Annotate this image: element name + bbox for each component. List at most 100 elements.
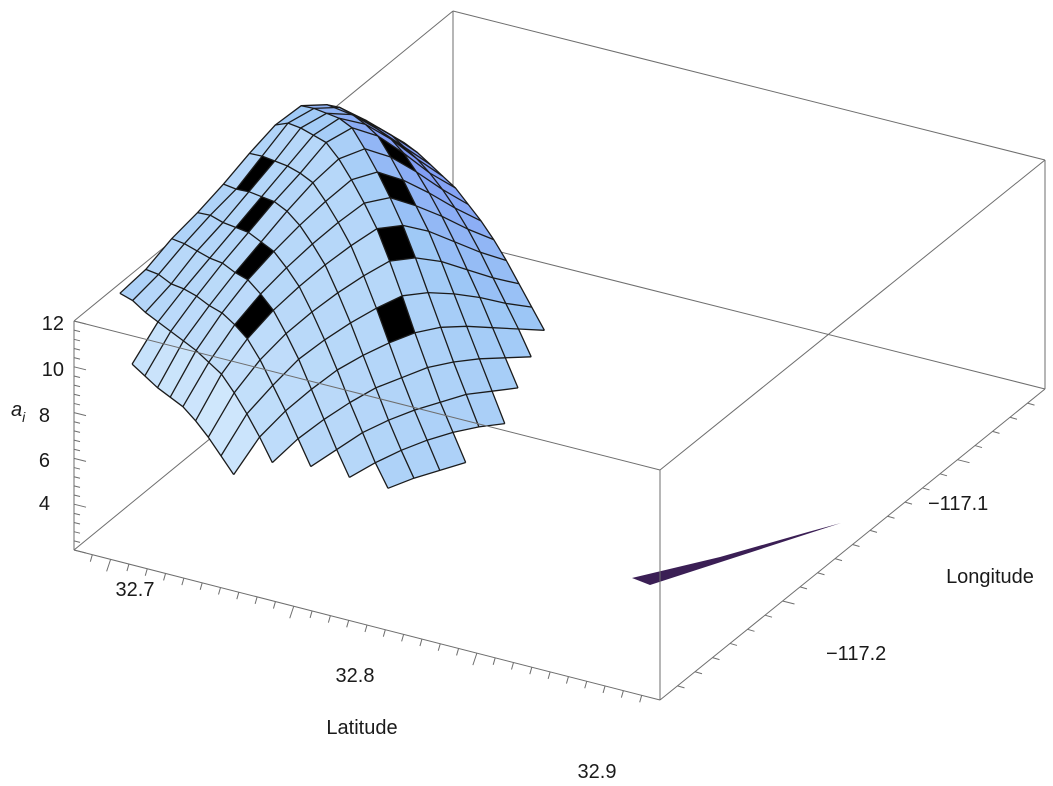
tick-mark xyxy=(456,648,460,656)
tick-mark xyxy=(1027,402,1035,406)
tick-mark xyxy=(327,615,331,623)
mesh-line xyxy=(131,363,235,475)
tick-mark xyxy=(782,600,795,605)
tick-mark xyxy=(236,592,240,600)
surface-patch xyxy=(236,156,275,192)
tick-mark xyxy=(639,695,643,703)
tick-mark xyxy=(126,563,130,572)
tick-mark xyxy=(869,529,878,533)
surface-patch xyxy=(234,294,274,339)
box-edge xyxy=(73,320,661,471)
tick-mark xyxy=(73,467,81,470)
tick-mark xyxy=(254,596,258,605)
tick-mark xyxy=(73,393,81,397)
y-axis-title: Longitude xyxy=(946,566,1034,588)
axis-ticks xyxy=(73,320,1035,703)
tick-mark xyxy=(73,485,81,488)
tick-mark xyxy=(764,614,773,618)
surface-mesh xyxy=(119,104,841,585)
tick-mark xyxy=(73,549,87,554)
tick-mark xyxy=(289,606,295,619)
tick-mark xyxy=(677,685,685,689)
mesh-line xyxy=(119,292,273,463)
tick-mark xyxy=(106,559,112,572)
tick-mark xyxy=(144,568,148,576)
tick-mark xyxy=(712,657,720,661)
mesh-line xyxy=(249,152,441,471)
mesh-line xyxy=(275,122,467,463)
tick-mark xyxy=(511,662,514,670)
box-edge xyxy=(659,159,1046,471)
mesh-line xyxy=(404,142,545,331)
z-axis-title: ai xyxy=(11,399,26,425)
tick-mark xyxy=(799,586,808,590)
tick-mark xyxy=(472,652,478,666)
z-tick-label: 4 xyxy=(39,493,50,515)
tick-mark xyxy=(922,487,930,491)
z-tick-label: 8 xyxy=(39,405,50,427)
tick-mark xyxy=(729,642,738,646)
x-axis-tick-labels: 32.7 32.8 32.9 xyxy=(116,579,617,783)
mesh-line xyxy=(387,461,466,489)
tick-mark xyxy=(1009,416,1018,420)
tick-mark xyxy=(73,522,81,525)
z-axis-title-main: a xyxy=(11,399,22,421)
surface-patch xyxy=(376,295,415,343)
z-tick-label: 6 xyxy=(39,450,50,472)
x-tick-label: 32.8 xyxy=(336,665,375,687)
z-axis-title-subscript: i xyxy=(22,409,26,425)
mesh-line xyxy=(223,183,415,479)
tick-mark xyxy=(904,501,913,505)
tick-mark xyxy=(73,457,87,462)
tick-mark xyxy=(529,667,533,675)
tick-mark xyxy=(73,338,81,342)
z-tick-label: 10 xyxy=(42,359,64,381)
tick-mark xyxy=(382,629,386,637)
tick-mark xyxy=(73,329,81,333)
surface-patch xyxy=(235,196,275,233)
tick-mark xyxy=(584,681,588,689)
mesh-line xyxy=(145,268,312,467)
x-tick-label: 32.9 xyxy=(578,761,617,783)
tick-mark xyxy=(73,320,87,325)
tick-mark xyxy=(309,610,313,619)
tick-mark xyxy=(73,347,81,351)
y-tick-label: −117.2 xyxy=(826,643,886,665)
tick-mark xyxy=(73,402,81,406)
tick-mark xyxy=(887,515,895,519)
tick-mark xyxy=(73,421,81,424)
surface-patch xyxy=(235,241,274,280)
tick-mark xyxy=(992,430,1000,434)
tick-mark xyxy=(547,671,551,680)
box-edge xyxy=(452,10,1046,161)
tick-mark xyxy=(163,573,167,581)
x-tick-label: 32.7 xyxy=(116,579,155,601)
tick-mark xyxy=(437,643,441,651)
tick-mark xyxy=(620,690,624,698)
tick-mark xyxy=(73,503,87,508)
tick-mark xyxy=(73,366,87,371)
tick-mark xyxy=(346,620,350,628)
tick-mark xyxy=(73,384,81,388)
tick-mark xyxy=(199,582,203,590)
tick-mark xyxy=(364,624,368,633)
tick-mark xyxy=(218,587,221,595)
mesh-line xyxy=(378,127,532,358)
x-axis-title: Latitude xyxy=(326,717,397,739)
tick-mark xyxy=(747,628,755,632)
tick-mark xyxy=(73,476,81,479)
mesh-line xyxy=(301,105,480,428)
z-tick-label: 12 xyxy=(42,313,64,335)
tick-mark xyxy=(73,540,81,543)
tick-mark xyxy=(834,558,843,562)
surface-patch xyxy=(377,136,417,172)
mesh-line xyxy=(352,114,519,389)
tick-mark xyxy=(73,448,81,452)
tick-mark xyxy=(272,601,276,609)
tick-mark xyxy=(73,375,81,378)
tick-mark xyxy=(181,577,185,586)
tick-mark xyxy=(852,544,860,547)
mesh-line xyxy=(197,211,389,489)
box-edge xyxy=(452,239,1046,390)
